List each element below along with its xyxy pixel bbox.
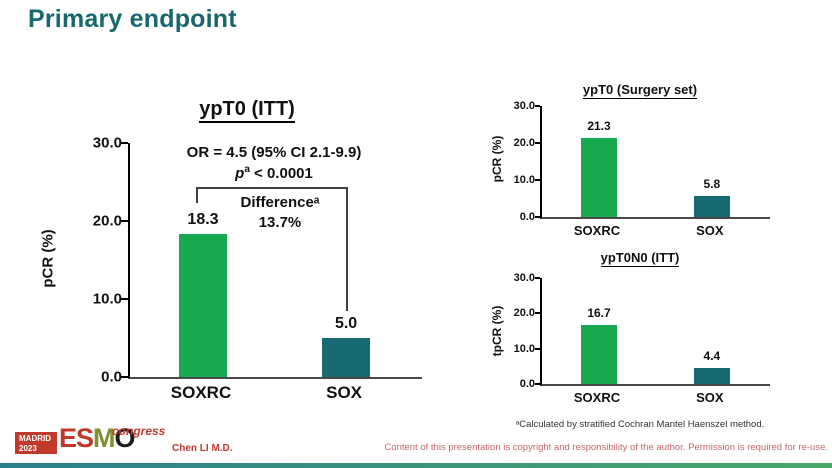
chart-ypt0-surgery-set: ypT0 (Surgery set) pCR (%) 30.0 20.0 10.0 0… (475, 78, 785, 248)
y-tick-mark (121, 297, 128, 300)
bar-value-label: 18.3 (187, 211, 219, 229)
x-category-label: SOXRC (573, 390, 621, 405)
y-axis-label: pCR (%) (39, 229, 57, 288)
comparison-bracket-right-tick (346, 187, 348, 311)
p-superscript: a (244, 164, 250, 175)
y-tick-mark (535, 312, 540, 315)
chart-title-text: ypT0 (Surgery set) (582, 82, 698, 99)
x-category-label: SOX (326, 383, 363, 402)
y-tick-label: 30.0 (513, 272, 535, 284)
esmo-letter: S (76, 423, 94, 453)
y-tick-mark (535, 383, 540, 385)
madrid-2023-badge: MADRID 2023 (15, 432, 57, 454)
y-tick-mark (535, 105, 540, 107)
y-tick-label: 10.0 (513, 173, 535, 186)
x-axis-labels: SOXRC SOX (540, 388, 768, 410)
esmo-wordmark: ESMO (59, 423, 136, 454)
plot-area: 18.3 5.0 (121, 142, 422, 379)
y-tick-label: 0.0 (519, 211, 535, 223)
difference-label: Differenceᵃ (240, 194, 320, 211)
bar-value-label: 5.0 (334, 315, 358, 333)
y-tick-label: 0.0 (101, 368, 122, 386)
x-category-label: SOX (696, 390, 724, 405)
p-value: < 0.0001 (249, 165, 313, 182)
p-symbol: p (235, 165, 245, 182)
congress-label: congress (112, 424, 166, 438)
y-tick-mark (535, 178, 540, 181)
x-axis-labels: SOXRC SOX (540, 221, 768, 243)
y-axis-ticks: 30.0 20.0 10.0 0.0 (76, 135, 122, 386)
bar-sox (693, 368, 730, 384)
x-category-label: SOX (696, 223, 724, 238)
y-tick-mark (535, 141, 540, 144)
y-tick-label: 10.0 (92, 290, 122, 308)
comparison-bracket-line (196, 187, 348, 189)
odds-ratio-text: OR = 4.5 (95% CI 2.1-9.9) (186, 144, 362, 161)
chart-title-text: ypT0 (ITT) (199, 98, 295, 123)
bar-soxrc (179, 234, 227, 377)
y-tick-label: 30.0 (92, 134, 122, 152)
bar-sox (322, 338, 371, 377)
chart-title: ypT0N0 (ITT) (490, 250, 790, 267)
y-tick-label: 0.0 (519, 378, 535, 390)
logo-year: 2023 (19, 444, 37, 453)
bar-soxrc (581, 138, 617, 217)
plot-area: 21.3 5.8 (535, 105, 770, 219)
y-tick-mark (121, 219, 128, 222)
y-tick-label: 20.0 (513, 307, 535, 320)
x-axis-labels: SOXRC SOX (128, 381, 420, 409)
y-tick-mark (535, 347, 540, 350)
y-axis-ticks: 30.0 20.0 10.0 0.0 (505, 272, 535, 390)
statistics-footnote: ᵃCalculated by stratified Cochran Mantel… (515, 419, 765, 430)
y-tick-label: 10.0 (513, 342, 535, 355)
y-tick-label: 20.0 (92, 212, 122, 230)
comparison-bracket-left-tick (196, 187, 198, 203)
bar-sox (693, 195, 730, 217)
slide-footer-accent-bar (0, 463, 832, 468)
bar-value-label: 5.8 (703, 176, 721, 191)
chart-title: ypT0 (ITT) (101, 98, 393, 123)
y-axis-ticks: 30.0 20.0 10.0 0.0 (505, 100, 535, 223)
y-tick-mark (535, 277, 540, 279)
chart-ypt0-itt: ypT0 (ITT) pCR (%) 30.0 20.0 10.0 0.0 18.3 5… (40, 95, 440, 425)
y-tick-mark (535, 216, 540, 218)
chart-title: ypT0 (Surgery set) (490, 82, 790, 99)
difference-value: 13.7% (258, 214, 302, 231)
x-category-label: SOXRC (170, 383, 232, 402)
esmo-letter: M (93, 423, 115, 453)
bar-value-label: 21.3 (587, 119, 611, 134)
bar-value-label: 16.7 (587, 306, 611, 320)
plot-area: 16.7 4.4 (535, 277, 770, 386)
y-tick-mark (121, 376, 128, 378)
y-tick-label: 20.0 (513, 136, 535, 149)
p-value-text: pa < 0.0001 (128, 164, 420, 182)
esmo-congress-logo: MADRID 2023 ESMO congress (15, 423, 175, 464)
esmo-letter: E (59, 423, 77, 453)
y-tick-label: 30.0 (513, 100, 535, 112)
chart-ypt0n0-itt: ypT0N0 (ITT) tpCR (%) 30.0 20.0 10.0 0.0 16… (475, 246, 785, 416)
x-category-label: SOXRC (573, 223, 621, 238)
bar-soxrc (581, 325, 617, 384)
bar-value-label: 4.4 (703, 349, 721, 364)
page-title: Primary endpoint (28, 5, 237, 33)
presenter-name: Chen LI M.D. (172, 443, 233, 454)
y-tick-mark (121, 142, 128, 144)
y-axis-label: pCR (%) (490, 135, 504, 183)
copyright-notice: Content of this presentation is copyrigh… (384, 442, 828, 453)
y-axis-label: tpCR (%) (490, 305, 504, 357)
chart-title-text: ypT0N0 (ITT) (600, 250, 680, 267)
esmo-letter: O (114, 423, 136, 453)
logo-city: MADRID (19, 434, 51, 443)
